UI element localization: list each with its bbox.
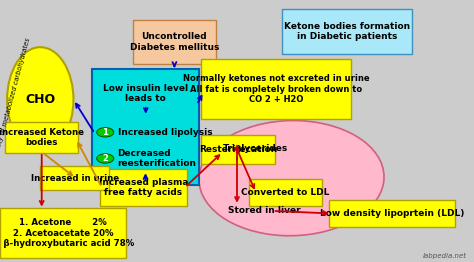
Text: Stored in liver: Stored in liver [228, 206, 300, 215]
Text: Low density lipoprtein (LDL): Low density lipoprtein (LDL) [320, 209, 465, 218]
Text: Decreased
reesterification: Decreased reesterification [118, 149, 197, 168]
Text: Increased plasma
free fatty acids: Increased plasma free fatty acids [99, 178, 188, 197]
FancyBboxPatch shape [40, 166, 109, 190]
Text: Increased in urine: Increased in urine [31, 174, 118, 183]
Text: Resterifecation: Resterifecation [199, 145, 277, 154]
FancyBboxPatch shape [133, 20, 216, 64]
FancyBboxPatch shape [92, 69, 199, 185]
Ellipse shape [7, 47, 73, 152]
FancyBboxPatch shape [282, 9, 412, 54]
Text: Normally ketones not excreted in urine
All fat is completely broken down to
CO 2: Normally ketones not excreted in urine A… [183, 74, 369, 104]
Text: Converted to LDL: Converted to LDL [241, 188, 330, 197]
Text: CHO: CHO [25, 93, 55, 106]
Text: Uncontrolled
Diabetes mellitus: Uncontrolled Diabetes mellitus [129, 32, 219, 52]
Ellipse shape [199, 121, 384, 236]
FancyBboxPatch shape [249, 179, 322, 206]
Text: increased Ketone
bodies: increased Ketone bodies [0, 128, 84, 147]
FancyBboxPatch shape [5, 122, 78, 153]
Circle shape [97, 128, 114, 137]
FancyBboxPatch shape [201, 59, 351, 119]
Text: labpedia.net: labpedia.net [423, 253, 467, 259]
Text: Increased lipolysis: Increased lipolysis [118, 128, 212, 137]
FancyBboxPatch shape [100, 169, 187, 206]
Text: Triglycerides: Triglycerides [223, 144, 288, 152]
Text: 2: 2 [102, 154, 108, 163]
FancyBboxPatch shape [0, 208, 126, 258]
FancyBboxPatch shape [201, 135, 275, 164]
Text: Inability to metabolized carbohydrates: Inability to metabolized carbohydrates [0, 37, 31, 162]
FancyBboxPatch shape [329, 200, 455, 227]
Circle shape [97, 154, 114, 163]
Text: 1: 1 [102, 128, 108, 137]
Text: Low insulin level
leads to: Low insulin level leads to [103, 84, 188, 103]
Text: 1. Acetone       2%
2. Acetoacetate 20%
3. β-hydroxybutaric acid 78%: 1. Acetone 2% 2. Acetoacetate 20% 3. β-h… [0, 218, 135, 248]
Text: Ketone bodies formation
in Diabetic patients: Ketone bodies formation in Diabetic pati… [284, 22, 410, 41]
